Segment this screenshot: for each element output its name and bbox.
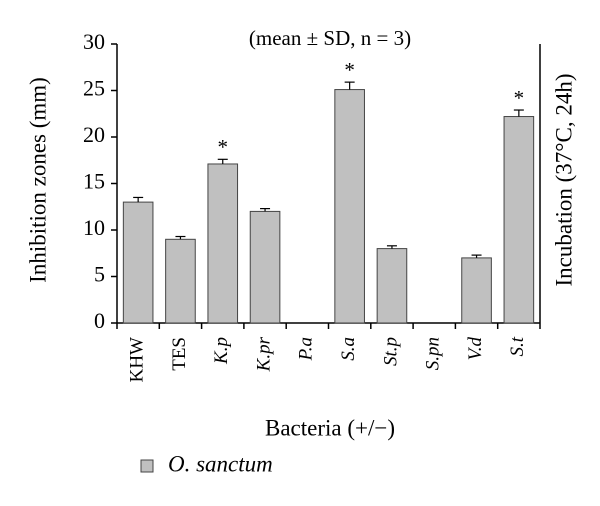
bar xyxy=(165,238,196,324)
x-tick-label: V.d xyxy=(465,337,486,361)
bar xyxy=(334,89,365,324)
legend-swatch xyxy=(140,459,154,473)
significance-mark: * xyxy=(344,58,355,82)
y-tick-label: 20 xyxy=(83,122,105,147)
x-tick-label: K.p xyxy=(211,337,232,365)
y-tick-label: 15 xyxy=(83,169,105,194)
x-tick-label: S.t xyxy=(507,336,528,356)
x-tick-label: S.a xyxy=(338,337,359,361)
x-tick-label: S.pn xyxy=(423,337,444,370)
bar xyxy=(461,257,492,324)
x-tick-label: P.a xyxy=(296,337,317,361)
y-tick-label: 0 xyxy=(94,308,105,333)
y2-axis-label: Incubation (37°C, 24h) xyxy=(551,74,576,287)
bar xyxy=(376,248,408,324)
x-tick-label: KHW xyxy=(127,337,148,382)
significance-mark: * xyxy=(218,135,229,159)
y-tick-label: 5 xyxy=(94,262,105,287)
significance-mark: * xyxy=(514,86,525,110)
y-tick-label: 30 xyxy=(83,29,105,54)
y-tick-label: 25 xyxy=(83,76,105,101)
x-axis-label: Bacteria (+/−) xyxy=(265,415,395,440)
x-tick-label: K.pr xyxy=(253,336,274,372)
bar xyxy=(122,201,154,324)
chart-subtitle: (mean ± SD, n = 3) xyxy=(249,26,411,50)
legend-label: O. sanctum xyxy=(168,451,273,476)
x-tick-label: TES xyxy=(169,337,190,371)
bar xyxy=(207,163,239,324)
bar xyxy=(249,210,281,324)
y-axis-label: Inhibition zones (mm) xyxy=(25,77,50,283)
y-tick-label: 10 xyxy=(83,215,105,240)
x-tick-label: St.p xyxy=(380,337,401,366)
bar xyxy=(503,116,535,324)
